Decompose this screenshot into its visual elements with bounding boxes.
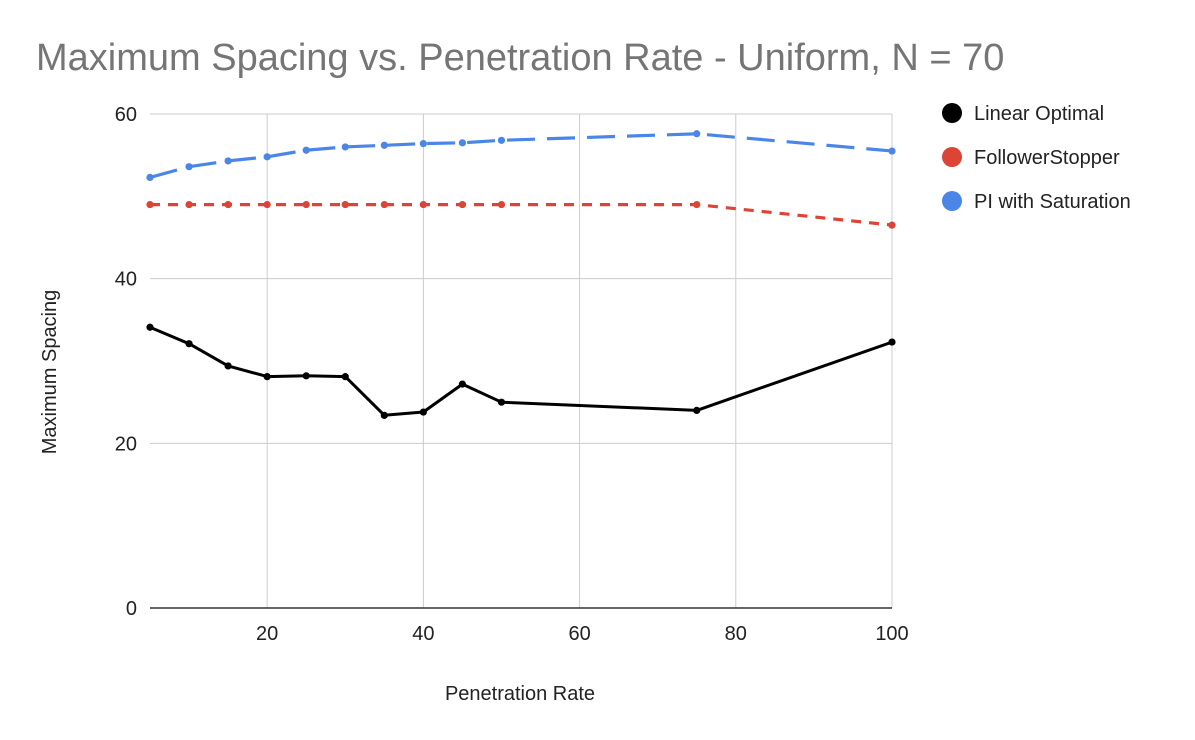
data-point xyxy=(458,139,467,147)
x-axis-title: Penetration Rate xyxy=(445,683,595,705)
data-point xyxy=(263,373,271,381)
data-point xyxy=(341,143,349,151)
series-linear-optimal xyxy=(146,323,896,419)
data-point xyxy=(497,136,506,144)
series-followerstopper xyxy=(146,200,896,229)
data-point xyxy=(458,380,467,388)
series-pi-with-saturation xyxy=(146,130,896,181)
series-line xyxy=(150,203,893,227)
data-point xyxy=(185,163,193,171)
data-point xyxy=(185,200,193,209)
data-point xyxy=(146,323,154,331)
data-point xyxy=(185,340,193,348)
axes: 0 20 40 60 20 40 60 80 100 xyxy=(115,104,909,645)
legend-swatch xyxy=(942,147,962,167)
y-tick-label: 0 xyxy=(126,598,137,620)
data-point xyxy=(419,140,427,148)
legend-label: Linear Optimal xyxy=(974,103,1104,125)
data-point xyxy=(302,146,310,154)
legend-swatch xyxy=(942,103,962,123)
plot-area xyxy=(146,130,896,419)
data-point xyxy=(263,153,271,161)
chart-title: Maximum Spacing vs. Penetration Rate - U… xyxy=(36,37,1004,79)
data-point xyxy=(888,147,896,155)
data-point xyxy=(458,200,467,209)
legend: Linear Optimal FollowerStopper PI with Sat… xyxy=(942,103,1131,213)
data-point xyxy=(263,200,271,209)
data-point xyxy=(497,398,506,406)
data-point xyxy=(302,372,310,380)
x-tick-label: 40 xyxy=(412,623,434,645)
data-point xyxy=(341,373,349,381)
series-line xyxy=(149,132,893,179)
data-point xyxy=(693,406,701,414)
data-point xyxy=(341,200,349,209)
data-point xyxy=(888,221,896,229)
data-point xyxy=(497,200,506,209)
data-point xyxy=(146,200,154,209)
x-tick-label: 80 xyxy=(725,623,747,645)
grid xyxy=(150,113,893,608)
x-tick-label: 100 xyxy=(875,623,908,645)
legend-label: PI with Saturation xyxy=(974,191,1131,213)
y-tick-label: 20 xyxy=(115,433,137,455)
y-axis-title: Maximum Spacing xyxy=(39,290,61,455)
data-point xyxy=(224,157,232,165)
series-line xyxy=(149,325,893,417)
legend-item: Linear Optimal xyxy=(942,103,1104,125)
data-point xyxy=(380,411,388,419)
data-point xyxy=(380,200,388,209)
data-point xyxy=(693,200,701,209)
x-tick-label: 20 xyxy=(256,623,278,645)
legend-swatch xyxy=(942,191,962,211)
data-point xyxy=(224,362,232,370)
data-point xyxy=(146,173,154,181)
data-point xyxy=(693,130,701,138)
data-point xyxy=(419,408,427,416)
legend-item: FollowerStopper xyxy=(942,147,1120,169)
data-point xyxy=(888,338,896,346)
data-point xyxy=(224,200,232,209)
legend-item: PI with Saturation xyxy=(942,191,1131,213)
data-point xyxy=(302,200,310,209)
y-tick-label: 60 xyxy=(115,104,137,126)
data-point xyxy=(380,141,388,149)
x-tick-label: 60 xyxy=(568,623,590,645)
data-point xyxy=(419,200,427,209)
y-tick-label: 40 xyxy=(115,269,137,291)
legend-label: FollowerStopper xyxy=(974,147,1120,169)
